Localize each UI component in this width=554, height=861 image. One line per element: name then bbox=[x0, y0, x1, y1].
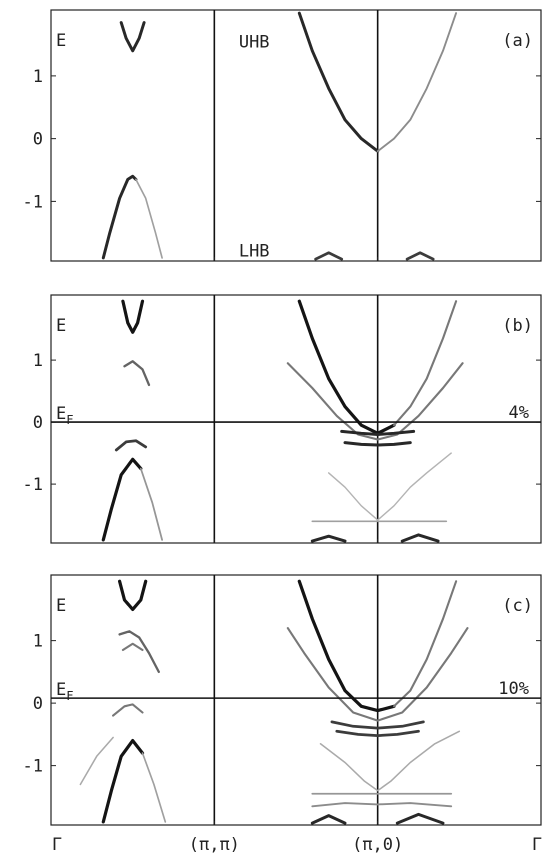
band-a-4 bbox=[376, 12, 458, 153]
bands-group bbox=[101, 299, 464, 543]
band-c-10 bbox=[330, 720, 425, 730]
band-a-1 bbox=[101, 174, 138, 260]
panel-tag: (c) bbox=[502, 596, 533, 616]
bands-group bbox=[101, 11, 458, 261]
band-b-8 bbox=[340, 429, 416, 436]
band-c-1 bbox=[118, 630, 160, 674]
band-b-6 bbox=[392, 300, 458, 427]
panel-frame bbox=[50, 574, 542, 826]
band-b-3 bbox=[101, 457, 143, 542]
band-annotation: LHB bbox=[239, 241, 270, 261]
energy-axis-label: E bbox=[56, 316, 66, 336]
band-c-14 bbox=[311, 802, 453, 808]
band-a-5 bbox=[314, 251, 344, 261]
band-c-16 bbox=[395, 812, 445, 825]
band-b-1 bbox=[123, 360, 151, 387]
panel-a: 1 0 -1 E (a) UHB LHB bbox=[23, 9, 542, 262]
y-tick-label: 1 bbox=[33, 67, 43, 87]
y-tick-label: -1 bbox=[23, 475, 43, 495]
band-a-0 bbox=[119, 21, 146, 53]
band-c-15 bbox=[310, 814, 347, 825]
energy-axis-label: E bbox=[56, 31, 66, 51]
band-b-4 bbox=[139, 467, 163, 541]
x-tick-label: Γ bbox=[532, 835, 542, 855]
band-b-10 bbox=[327, 452, 452, 521]
panel-frame bbox=[50, 9, 542, 262]
energy-axis-label: E bbox=[56, 596, 66, 616]
fermi-level-subscript: F bbox=[66, 413, 73, 427]
band-c-5 bbox=[141, 752, 167, 823]
y-tick-label: 1 bbox=[33, 632, 43, 652]
band-b-7 bbox=[286, 362, 464, 441]
panel-b: 1 0 -1 EF 4% E (b) bbox=[23, 294, 542, 544]
y-tick-label: 1 bbox=[33, 351, 43, 371]
panel-frame bbox=[50, 294, 542, 544]
band-a-6 bbox=[405, 251, 435, 261]
band-b-2 bbox=[114, 439, 148, 452]
y-tick-label: -1 bbox=[23, 192, 43, 212]
panel-tag: (a) bbox=[502, 31, 533, 51]
x-tick-label: (π,π) bbox=[189, 835, 240, 855]
band-a-2 bbox=[135, 178, 163, 259]
x-tick-label: Γ bbox=[52, 835, 62, 855]
band-c-2 bbox=[121, 642, 144, 652]
band-c-3 bbox=[112, 703, 144, 717]
band-c-7 bbox=[297, 579, 396, 713]
band-b-9 bbox=[343, 441, 412, 447]
band-c-4 bbox=[101, 738, 145, 824]
band-a-3 bbox=[297, 11, 380, 153]
band-b-12 bbox=[310, 534, 347, 543]
y-tick-label: 0 bbox=[33, 694, 43, 714]
fermi-level-subscript: F bbox=[66, 689, 73, 703]
doping-label: 4% bbox=[509, 403, 529, 423]
band-b-13 bbox=[400, 533, 440, 543]
band-c-11 bbox=[335, 729, 420, 737]
panel-c: 1 0 -1 EF 10% E (c) bbox=[23, 574, 542, 826]
bands-group bbox=[79, 579, 469, 825]
fermi-level-label: EF bbox=[56, 680, 73, 703]
y-tick-label: 0 bbox=[33, 413, 43, 433]
band-b-5 bbox=[297, 299, 396, 435]
band-c-6 bbox=[79, 736, 114, 786]
x-tick-label: (π,0) bbox=[352, 835, 403, 855]
y-tick-label: -1 bbox=[23, 757, 43, 777]
y-tick-label: 0 bbox=[33, 130, 43, 150]
panel-tag: (b) bbox=[502, 316, 533, 336]
band-b-0 bbox=[121, 299, 145, 334]
band-c-9 bbox=[286, 627, 469, 722]
band-annotation: UHB bbox=[239, 32, 270, 52]
band-c-0 bbox=[117, 579, 148, 612]
band-c-8 bbox=[392, 580, 458, 708]
fermi-level-label: EF bbox=[56, 404, 73, 427]
band-c-12 bbox=[319, 730, 461, 792]
doping-label: 10% bbox=[498, 679, 529, 699]
